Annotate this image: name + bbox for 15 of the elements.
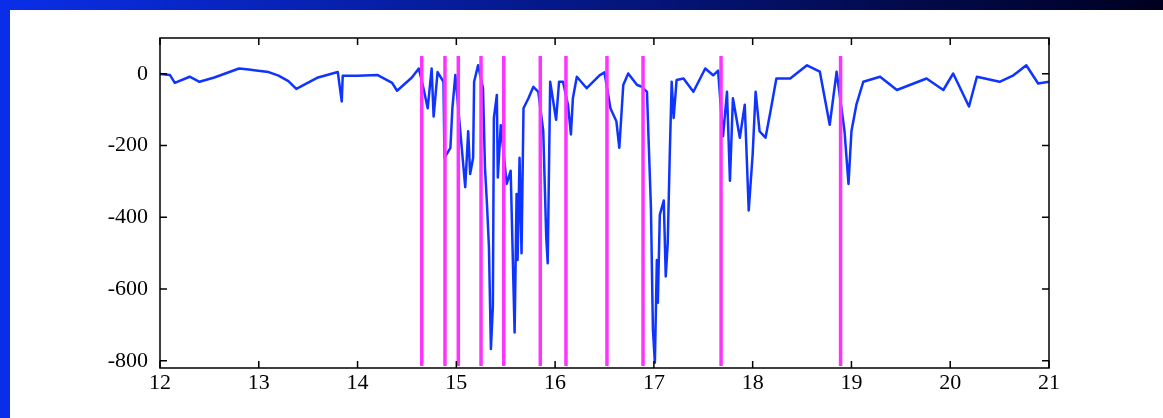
x-tick-label: 19 — [840, 368, 863, 394]
x-tick-label: 13 — [247, 368, 270, 394]
y-tick-label: -800 — [107, 346, 148, 372]
x-tick-label: 16 — [544, 368, 567, 394]
x-tick-label: 20 — [939, 368, 962, 394]
x-tick-label: 18 — [741, 368, 764, 394]
x-tick-label: 21 — [1038, 368, 1060, 394]
y-tick-label: -200 — [107, 131, 148, 157]
x-tick-label: 17 — [642, 368, 665, 394]
x-tick-label: 12 — [149, 368, 171, 394]
y-tick-label: -600 — [107, 274, 148, 300]
y-tick-label: -400 — [107, 203, 148, 229]
y-tick-label: 0 — [137, 59, 148, 85]
x-tick-label: 14 — [346, 368, 369, 394]
x-tick-label: 15 — [445, 368, 468, 394]
